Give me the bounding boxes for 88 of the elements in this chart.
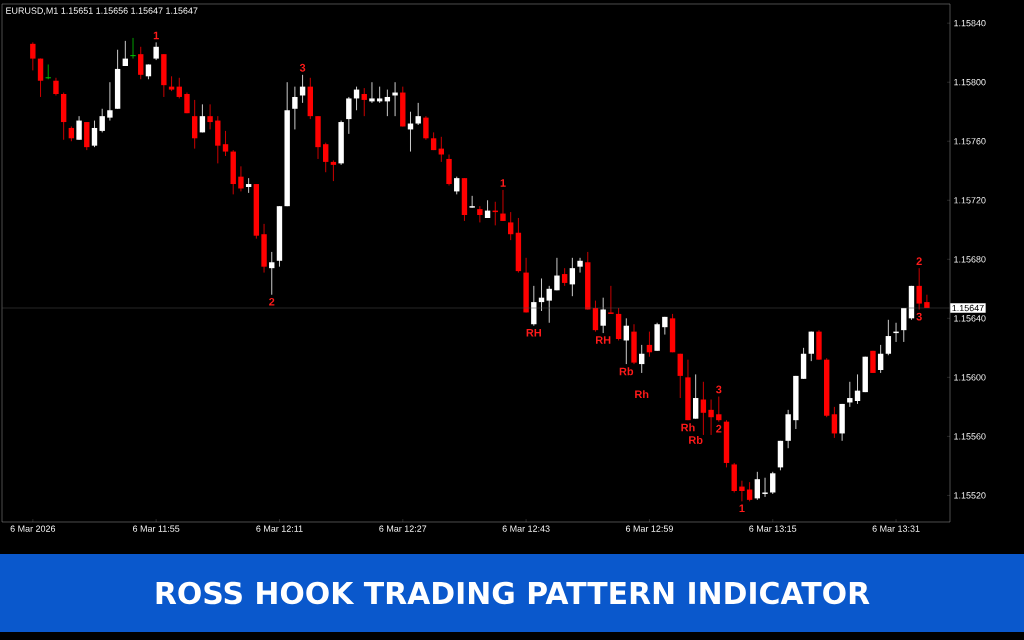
candlestick [770, 471, 776, 495]
annotation: Rh [635, 390, 649, 399]
candlestick [129, 37, 137, 59]
x-tick-label: 6 Mar 12:27 [379, 525, 427, 532]
candlestick [608, 285, 614, 315]
candlestick [168, 75, 175, 92]
candlestick [222, 130, 229, 157]
candlestick [577, 257, 583, 273]
y-tick-label: 1.15720 [954, 197, 986, 204]
candlestick [677, 353, 683, 399]
annotation: Rb [689, 435, 703, 444]
candlestick [76, 115, 82, 141]
candlestick [199, 103, 206, 133]
y-tick-label: 1.15800 [954, 79, 986, 86]
candlestick [847, 381, 853, 408]
candlestick [138, 46, 144, 80]
candlestick [107, 81, 113, 121]
candlestick [346, 96, 352, 135]
candlestick [916, 267, 922, 310]
annotation: RH [526, 328, 541, 337]
candlestick [716, 396, 722, 423]
candlestick [330, 160, 337, 182]
annotation: 1 [739, 504, 745, 513]
x-tick-label: 6 Mar 12:43 [502, 525, 550, 532]
annotation: 1 [500, 179, 506, 187]
candlestick [45, 64, 52, 80]
candlestick [238, 165, 244, 192]
annotation: 1 [153, 31, 159, 40]
x-tick-label: 6 Mar 13:31 [872, 525, 920, 532]
y-tick-label: 1.15640 [954, 315, 986, 322]
x-tick-label: 6 Mar 12:59 [625, 525, 673, 532]
annotation: 2 [269, 297, 275, 306]
x-tick-label: 6 Mar 12:11 [256, 525, 303, 532]
annotation: 2 [716, 424, 722, 433]
candlestick [30, 41, 36, 71]
candlestick [877, 344, 884, 374]
annotation: Rb [619, 367, 634, 376]
candlestick [600, 297, 606, 334]
y-tick-label: 1.15840 [954, 20, 986, 27]
candlestick [438, 136, 445, 163]
candlestick [831, 406, 838, 439]
candlestick [808, 331, 814, 362]
candlestick [507, 211, 514, 241]
candlestick [708, 399, 714, 436]
x-tick-label: 6 Mar 13:15 [749, 525, 797, 532]
candlestick [292, 86, 298, 130]
candlestick [700, 381, 707, 436]
chart-subtitle: EURUSD,M1 1.15651 1.15656 1.15647 1.15647 [6, 7, 198, 15]
candlestick [207, 103, 213, 130]
y-tick-label: 1.15760 [954, 138, 986, 145]
candlestick [191, 99, 198, 150]
annotation: 3 [299, 63, 306, 72]
text: ROSS HOOK TRADING PATTERN INDICATOR [156, 581, 870, 605]
candlestick [99, 108, 105, 133]
candlestick [323, 142, 329, 173]
candlestick [369, 81, 375, 104]
candlestick [739, 480, 745, 502]
annotation: RH [596, 336, 611, 344]
candlestick [692, 374, 699, 420]
y-tick-label: 1.15600 [954, 374, 986, 381]
y-tick-label: 1.15560 [954, 433, 986, 440]
candlestick [531, 285, 537, 327]
candlestick [376, 86, 383, 104]
candlestick [361, 87, 367, 117]
candlestick [91, 120, 98, 148]
candlestick [423, 115, 429, 141]
ref-line-label: 1.15647 [952, 304, 984, 312]
candlestick [269, 251, 275, 296]
candlestick [885, 319, 892, 356]
candlestick [415, 102, 421, 126]
annotation: 3 [715, 385, 722, 394]
annotation: Rh [681, 423, 695, 432]
candlestick [477, 205, 483, 223]
annotation: 3 [916, 312, 922, 321]
candlestick [37, 58, 44, 98]
candlestick [469, 195, 475, 209]
candlestick [500, 189, 506, 222]
y-tick-label: 1.15520 [954, 492, 986, 499]
candlestick [762, 477, 768, 498]
y-tick-label: 1.15680 [954, 256, 986, 263]
candlestick [754, 471, 761, 501]
candlestick [546, 285, 552, 324]
candlestick [569, 257, 576, 297]
candlestick [245, 177, 252, 194]
annotation: 2 [916, 257, 922, 265]
x-tick-label: 6 Mar 2026 [10, 525, 56, 532]
x-tick-label: 6 Mar 11:55 [133, 525, 180, 532]
candlestick [554, 257, 560, 291]
